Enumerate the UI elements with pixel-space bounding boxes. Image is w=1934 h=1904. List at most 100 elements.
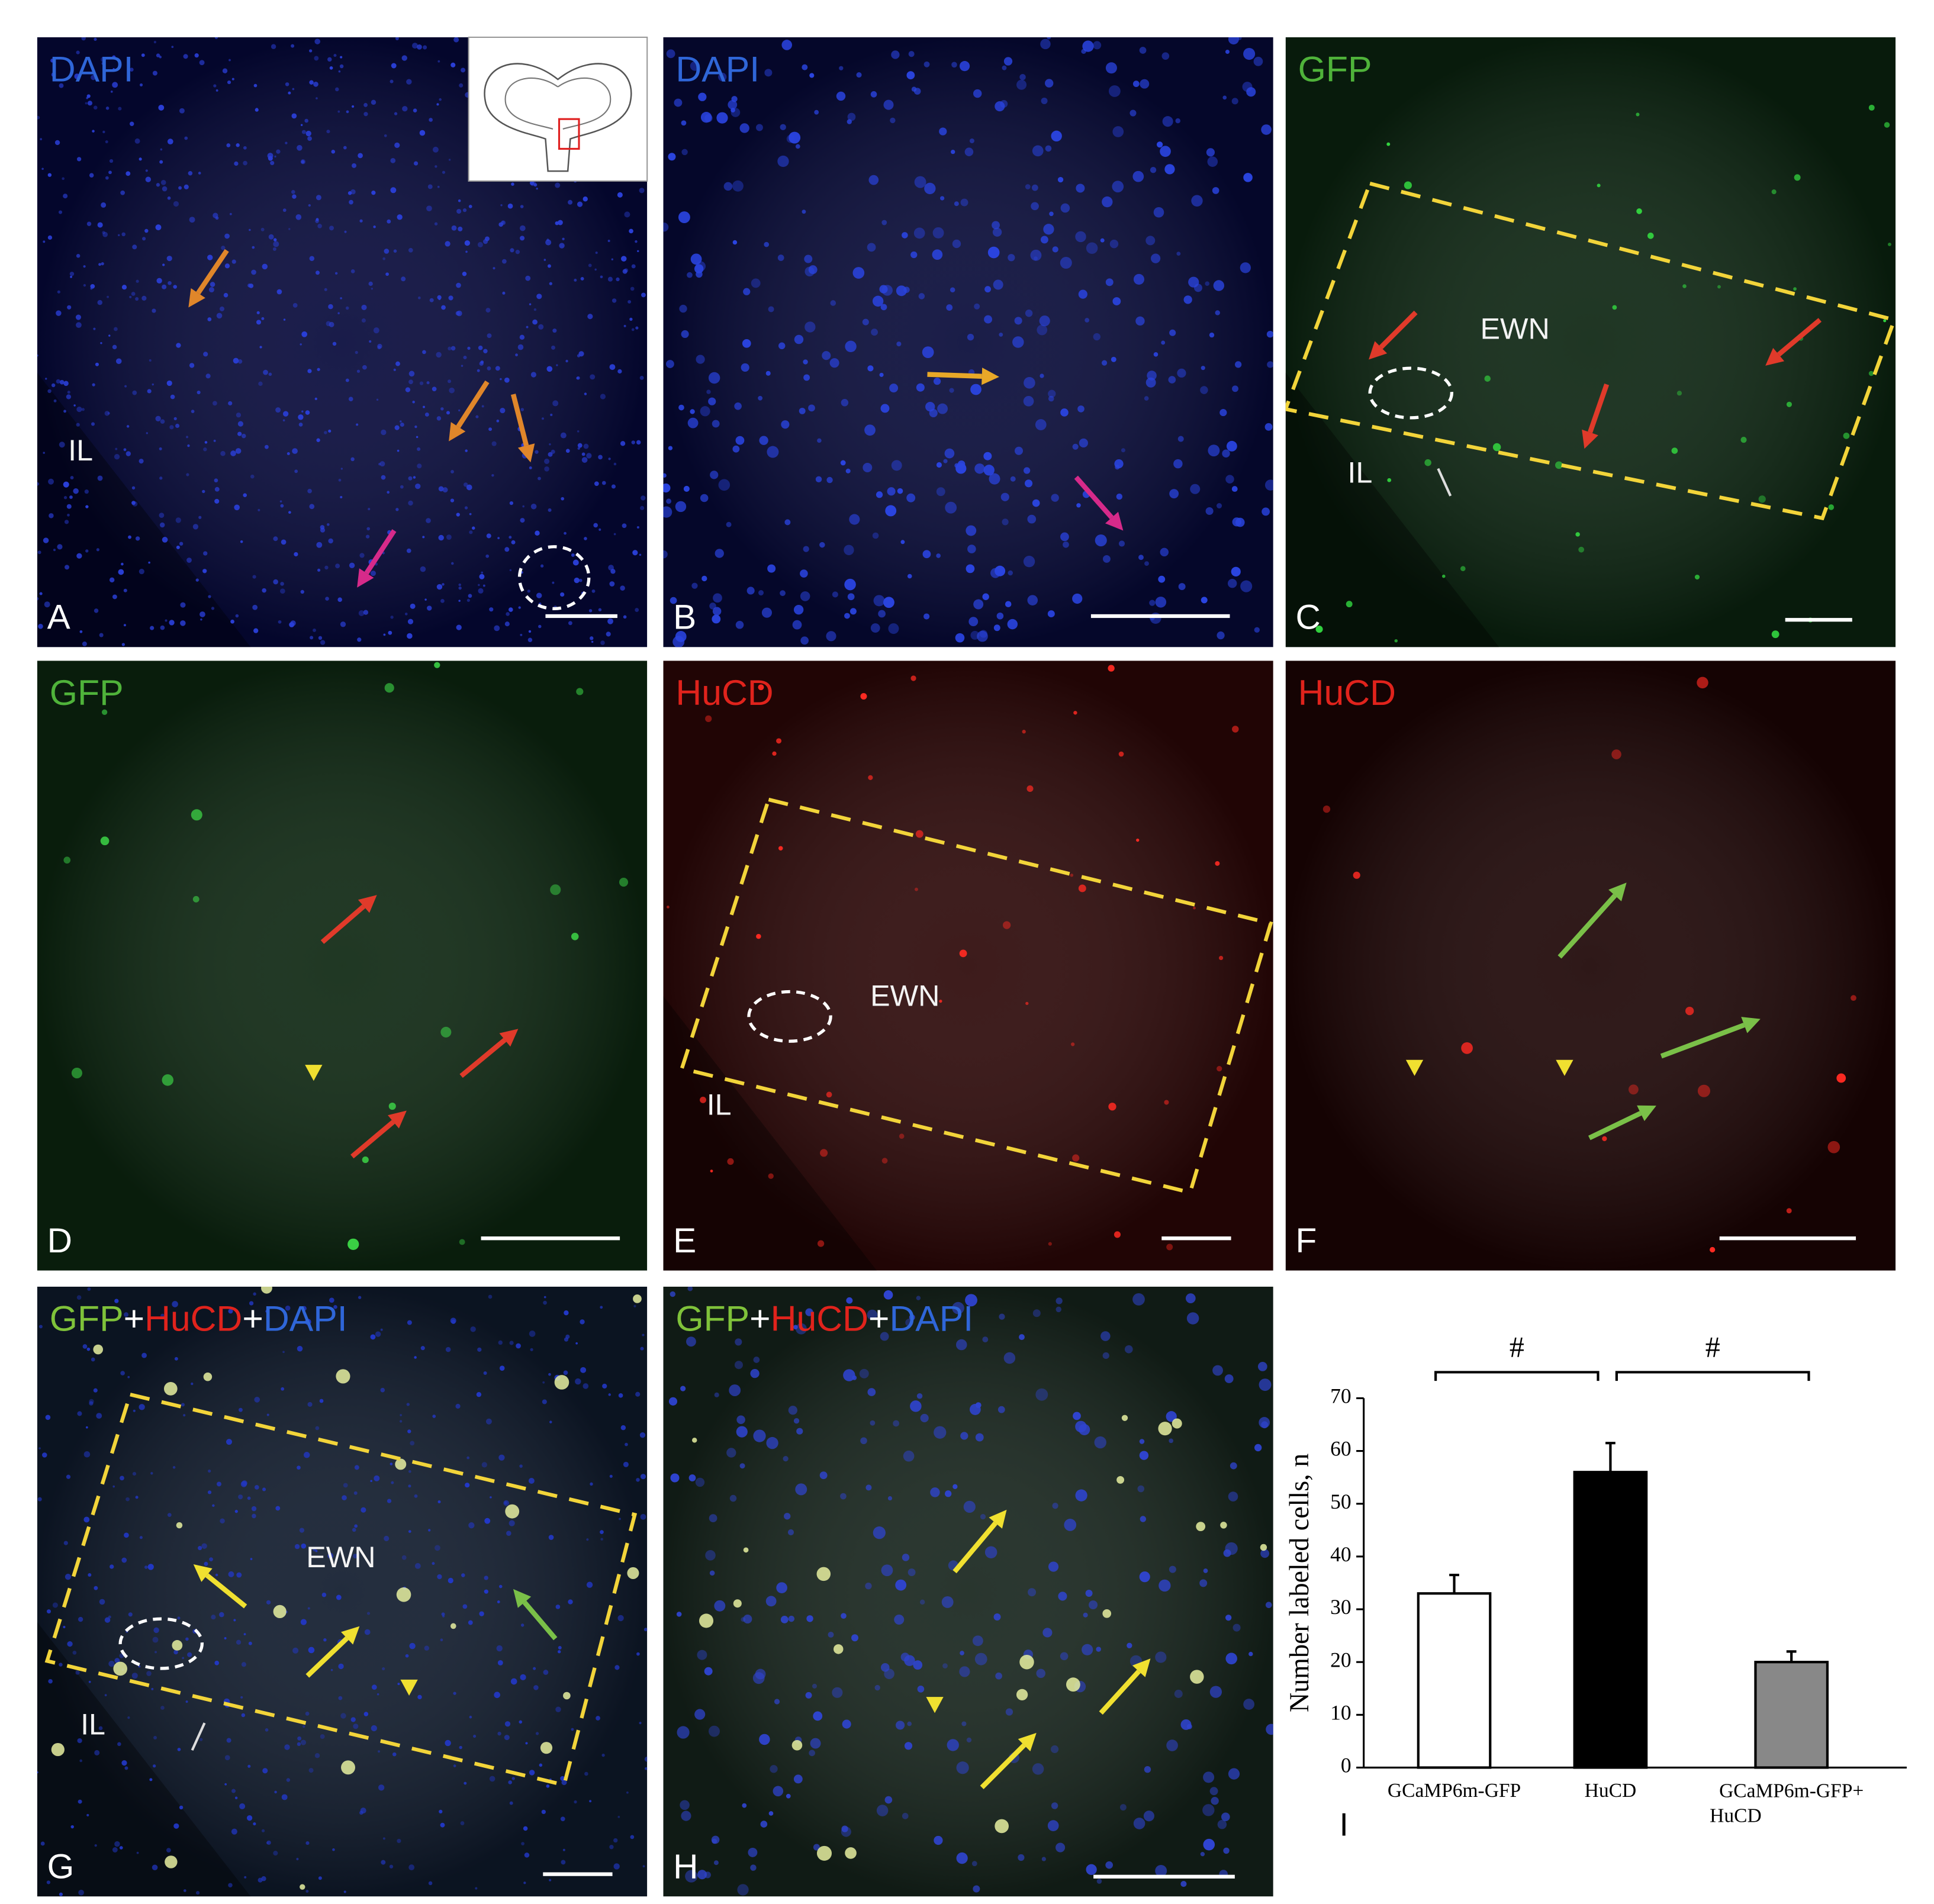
cell [166,256,172,262]
cell [743,1615,752,1624]
cell [728,100,738,109]
cell [1036,1668,1045,1679]
cell [800,569,808,578]
cell [800,636,809,645]
cell [860,1437,867,1445]
cell [805,266,815,277]
cell [917,1686,925,1693]
cell [1032,145,1044,157]
cell [545,239,552,246]
cell [381,1860,386,1865]
cell [681,149,688,156]
cell [385,272,389,276]
cell [1205,507,1214,516]
cell [156,53,160,57]
cell [477,241,483,247]
cell [498,1454,505,1461]
cell [124,1532,129,1538]
cell [1115,465,1120,470]
cell [189,217,195,223]
cell [213,84,217,88]
cell [930,1487,940,1497]
cell [1060,203,1070,213]
cell [39,1325,43,1329]
cell [337,110,340,113]
cell [86,221,92,227]
cell [631,264,636,269]
cell [1843,432,1850,439]
cell [222,68,228,73]
cell [635,240,638,243]
stain-part: DAPI [675,49,760,89]
cell [391,63,397,69]
cell [189,363,195,368]
cell [1575,532,1580,537]
cell [681,330,689,339]
cell [1139,1451,1149,1460]
cell [112,55,116,59]
cell [358,153,363,159]
cell [135,297,139,301]
cell [1682,284,1687,288]
cell [70,476,74,480]
cell [581,452,585,456]
cell [681,1810,691,1821]
cell [187,1652,192,1657]
cell [623,615,627,619]
cell [490,1496,492,1499]
cell [76,322,82,328]
cell [128,1612,133,1617]
cell [446,534,452,540]
cell [266,1413,269,1416]
cell [697,1870,707,1880]
cell [548,452,553,457]
cell [104,411,110,416]
cell [755,124,763,131]
cell [463,482,468,487]
cell [120,190,125,195]
cell [343,1890,346,1893]
cell [420,1346,425,1351]
arrow [350,1120,395,1159]
cell [458,409,461,412]
cell [1424,459,1431,466]
cell [203,352,208,357]
cell [350,457,355,462]
cell [320,525,325,530]
cell [955,633,965,643]
cell [215,1573,218,1577]
cell [176,343,181,348]
cell [354,1524,358,1528]
cell [936,487,945,497]
cell [162,263,165,266]
cell [59,1892,63,1896]
cell [186,436,189,439]
cell [253,83,258,88]
cell [694,1709,706,1720]
cell [146,432,148,434]
cell [363,102,368,107]
cell [751,278,761,288]
cell [1000,492,1009,501]
cell [529,466,532,469]
cell [520,225,526,231]
cell [683,485,690,492]
vignette [37,1286,648,1897]
cell [376,398,379,401]
cell [450,62,456,67]
cell [817,438,822,443]
cell [526,326,529,328]
cell [101,202,107,208]
cell [546,1784,550,1788]
cell [300,124,303,126]
cell [812,1683,818,1689]
cell [37,1771,38,1774]
cell [436,416,442,421]
cell [350,1717,356,1722]
significance-bracket [1615,1371,1810,1381]
cell [523,1826,528,1831]
cell [542,1381,545,1384]
cell [776,1582,787,1593]
cell [397,1838,401,1843]
cell [687,1286,693,1291]
